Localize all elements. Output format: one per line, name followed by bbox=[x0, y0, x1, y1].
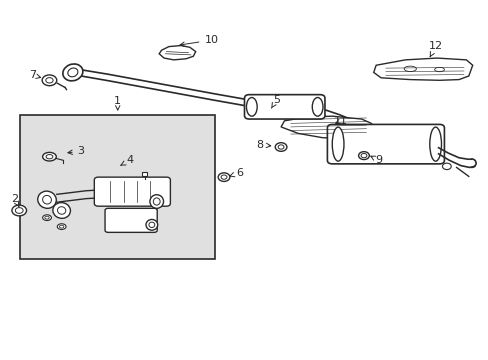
Ellipse shape bbox=[38, 191, 56, 208]
Ellipse shape bbox=[42, 195, 51, 204]
Text: 5: 5 bbox=[271, 95, 279, 108]
Ellipse shape bbox=[12, 205, 26, 216]
Ellipse shape bbox=[46, 154, 53, 159]
Ellipse shape bbox=[15, 208, 23, 213]
Ellipse shape bbox=[312, 98, 323, 116]
Ellipse shape bbox=[53, 203, 70, 219]
Ellipse shape bbox=[146, 220, 158, 230]
Ellipse shape bbox=[246, 98, 257, 116]
Ellipse shape bbox=[63, 64, 82, 81]
Ellipse shape bbox=[149, 222, 155, 228]
Text: 11: 11 bbox=[333, 116, 347, 126]
Ellipse shape bbox=[442, 163, 450, 170]
Ellipse shape bbox=[42, 215, 51, 221]
Ellipse shape bbox=[57, 224, 66, 229]
Ellipse shape bbox=[331, 127, 343, 161]
FancyBboxPatch shape bbox=[94, 177, 170, 206]
Text: 2: 2 bbox=[11, 194, 19, 207]
Ellipse shape bbox=[150, 195, 163, 208]
FancyBboxPatch shape bbox=[327, 125, 444, 164]
Ellipse shape bbox=[42, 75, 57, 86]
Ellipse shape bbox=[275, 143, 286, 151]
Ellipse shape bbox=[358, 152, 368, 159]
Text: 12: 12 bbox=[427, 41, 442, 57]
Text: 1: 1 bbox=[114, 96, 121, 110]
FancyBboxPatch shape bbox=[244, 95, 325, 119]
FancyBboxPatch shape bbox=[142, 172, 147, 176]
Ellipse shape bbox=[46, 78, 53, 83]
Ellipse shape bbox=[42, 152, 56, 161]
FancyBboxPatch shape bbox=[20, 116, 215, 259]
Ellipse shape bbox=[153, 198, 160, 205]
Ellipse shape bbox=[404, 66, 415, 72]
Ellipse shape bbox=[60, 225, 64, 228]
Ellipse shape bbox=[221, 175, 226, 179]
Text: 10: 10 bbox=[180, 35, 218, 46]
Polygon shape bbox=[281, 116, 375, 139]
Text: 3: 3 bbox=[68, 146, 84, 156]
Ellipse shape bbox=[278, 145, 284, 149]
Text: 9: 9 bbox=[370, 155, 382, 165]
Polygon shape bbox=[159, 45, 195, 60]
Ellipse shape bbox=[429, 127, 441, 161]
Ellipse shape bbox=[360, 153, 366, 158]
Ellipse shape bbox=[58, 207, 66, 214]
Ellipse shape bbox=[45, 216, 49, 219]
Text: 8: 8 bbox=[256, 140, 270, 150]
Text: 4: 4 bbox=[121, 155, 133, 165]
Ellipse shape bbox=[434, 67, 444, 72]
Text: 6: 6 bbox=[229, 168, 243, 178]
Text: 7: 7 bbox=[29, 70, 41, 80]
Ellipse shape bbox=[68, 68, 78, 77]
Ellipse shape bbox=[218, 173, 229, 181]
FancyBboxPatch shape bbox=[105, 208, 157, 232]
Polygon shape bbox=[373, 58, 472, 80]
